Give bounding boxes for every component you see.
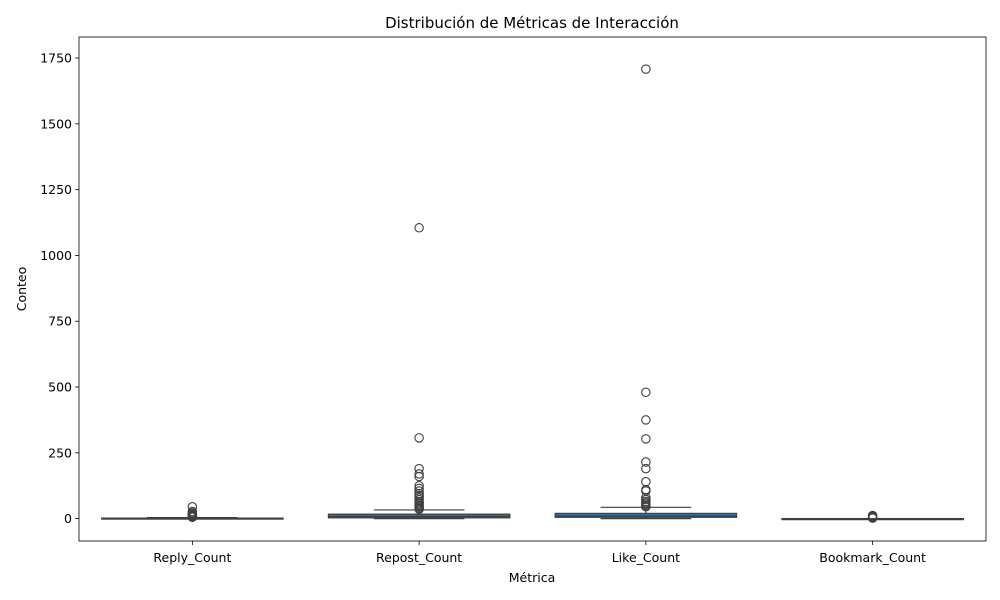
- box-group: [781, 510, 964, 523]
- outlier-point: [187, 502, 198, 512]
- outlier-point: [867, 510, 878, 521]
- box: [554, 512, 738, 518]
- chart-title: Distribución de Métricas de Interacción: [385, 14, 679, 32]
- y-tick-label: 1500: [40, 116, 72, 131]
- y-tick-label: 0: [64, 511, 72, 526]
- boxes: [101, 64, 964, 523]
- outlier-point: [641, 477, 651, 487]
- y-tick-label: 250: [48, 445, 72, 460]
- x-tick-label: Repost_Count: [376, 550, 462, 565]
- outlier-point: [641, 64, 651, 74]
- outlier-point: [414, 483, 424, 494]
- x-tick-label: Reply_Count: [153, 550, 231, 565]
- x-tick-label: Like_Count: [612, 550, 680, 565]
- outlier-point: [641, 463, 651, 474]
- plot-area: [78, 36, 987, 542]
- outlier-point: [641, 457, 651, 467]
- outlier-point: [414, 480, 424, 491]
- box-group: [327, 223, 511, 520]
- outlier-point: [414, 486, 424, 496]
- y-tick-label: 1250: [40, 182, 72, 197]
- y-axis: 0 250 500 750 1000 1250 1500 1750: [40, 51, 79, 526]
- outlier-point: [414, 433, 424, 443]
- y-tick-label: 1000: [40, 248, 72, 263]
- x-axis: Reply_Count Repost_Count Like_Count Bookmar…: [153, 541, 926, 565]
- box-group: [554, 64, 738, 520]
- outlier-point: [414, 223, 424, 233]
- y-tick-label: 1750: [40, 51, 72, 66]
- y-tick-label: 500: [48, 380, 72, 395]
- outlier-point: [641, 415, 651, 425]
- x-axis-label: Métrica: [509, 570, 556, 585]
- y-axis-label: Conteo: [14, 267, 29, 312]
- outlier-point: [641, 387, 651, 398]
- x-tick-label: Bookmark_Count: [819, 550, 926, 565]
- outlier-point: [414, 463, 424, 474]
- outlier-point: [414, 469, 424, 479]
- y-tick-label: 750: [48, 314, 72, 329]
- box-group: [101, 502, 284, 523]
- outlier-point: [641, 434, 651, 444]
- outlier-point: [187, 506, 198, 517]
